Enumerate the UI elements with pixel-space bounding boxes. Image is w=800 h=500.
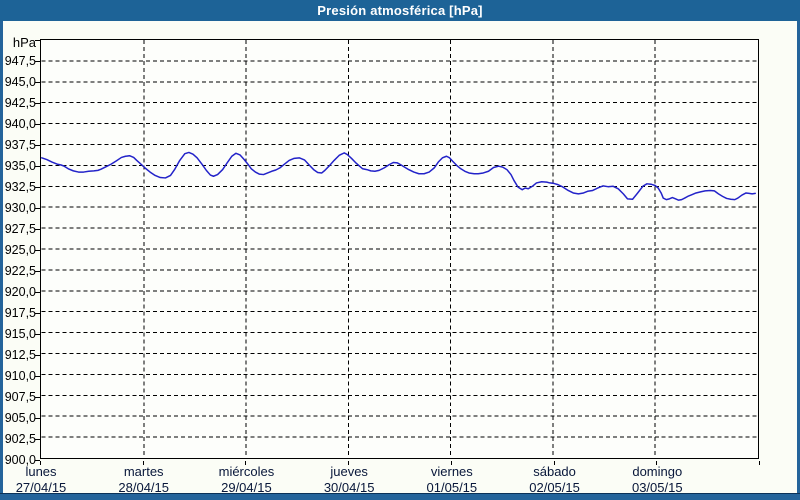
y-axis-tick-label: 912,5 [4, 348, 36, 362]
y-axis-tick-label: 902,5 [4, 432, 36, 446]
y-axis-tick-mark [35, 397, 40, 398]
x-axis-date-label: 28/04/15 [118, 480, 169, 495]
x-axis-date-label: 30/04/15 [323, 480, 375, 495]
y-axis-tick-label: 900,0 [4, 453, 36, 467]
y-axis-unit-label: hPa [12, 35, 36, 50]
y-axis-tick-mark [35, 124, 40, 125]
y-axis-tick-label: 907,5 [4, 390, 36, 404]
x-axis-tick-mark [759, 461, 760, 465]
x-axis-tick-mark [554, 461, 555, 465]
y-axis-tick-label: 925,0 [4, 243, 36, 257]
window-frame-left [0, 21, 3, 493]
y-axis-tick-mark [35, 40, 40, 41]
x-axis-date-label: 03/05/15 [631, 480, 683, 495]
title-bar: Presión atmosférica [hPa] [0, 0, 800, 21]
y-axis-tick-label: 922,5 [4, 264, 36, 278]
x-axis-tick-mark [656, 461, 657, 465]
x-axis-day-label: sábado [533, 464, 576, 479]
y-axis-tick-label: 940,0 [4, 117, 36, 131]
x-axis-day-label: domingo [632, 464, 683, 479]
y-axis-tick-label: 910,0 [4, 369, 36, 383]
y-axis-tick-mark [35, 250, 40, 251]
y-axis-tick-label: 932,5 [4, 180, 36, 194]
plot-area [40, 39, 759, 459]
x-axis-date-label: 01/05/15 [426, 480, 478, 495]
x-axis-tick-mark [451, 461, 452, 465]
x-axis-day-label: jueves [330, 464, 368, 479]
y-axis-tick-label: 935,0 [4, 159, 36, 173]
x-axis-tick-mark [348, 461, 349, 465]
window-frame-right [797, 21, 800, 493]
y-axis-tick-label: 920,0 [4, 285, 36, 299]
x-axis-date-label: 29/04/15 [221, 480, 272, 495]
x-axis-tick-mark [40, 461, 41, 465]
y-axis-tick-label: 930,0 [4, 201, 36, 215]
y-axis-tick-mark [35, 166, 40, 167]
y-axis-tick-label: 917,5 [4, 306, 36, 320]
x-axis-day-label: lunes [25, 464, 57, 479]
y-axis-tick-mark [35, 82, 40, 83]
y-axis-tick-label: 945,0 [4, 75, 36, 89]
x-axis-day-label: viernes [430, 464, 473, 479]
y-axis-tick-label: 947,5 [4, 54, 36, 68]
y-axis-tick-mark [35, 460, 40, 461]
y-axis-tick-mark [35, 334, 40, 335]
y-axis-tick-mark [35, 208, 40, 209]
x-axis-day-label: martes [123, 464, 164, 479]
y-axis-tick-mark [35, 376, 40, 377]
x-axis-day-label: miércoles [218, 464, 275, 479]
y-axis-tick-mark [35, 439, 40, 440]
y-axis-tick-mark [35, 103, 40, 104]
x-axis-tick-mark [245, 461, 246, 465]
y-axis-tick-label: 937,5 [4, 138, 36, 152]
window-frame-bottom [0, 493, 800, 500]
chart-title: Presión atmosférica [hPa] [317, 3, 483, 18]
x-axis-tick-mark [143, 461, 144, 465]
y-axis-tick-label: 915,0 [4, 327, 36, 341]
y-axis-tick-mark [35, 292, 40, 293]
y-axis-tick-label: 942,5 [4, 96, 36, 110]
y-axis-tick-mark [35, 61, 40, 62]
y-axis-tick-mark [35, 313, 40, 314]
x-axis-date-label: 02/05/15 [529, 480, 580, 495]
y-axis-tick-mark [35, 229, 40, 230]
y-axis-tick-mark [35, 187, 40, 188]
y-axis-tick-mark [35, 145, 40, 146]
y-axis-tick-mark [35, 355, 40, 356]
pressure-line [41, 151, 756, 201]
y-axis-tick-mark [35, 271, 40, 272]
y-axis-tick-label: 927,5 [4, 222, 36, 236]
y-axis-tick-label: 905,0 [4, 411, 36, 425]
x-axis-date-label: 27/04/15 [15, 480, 67, 495]
y-axis-tick-mark [35, 418, 40, 419]
